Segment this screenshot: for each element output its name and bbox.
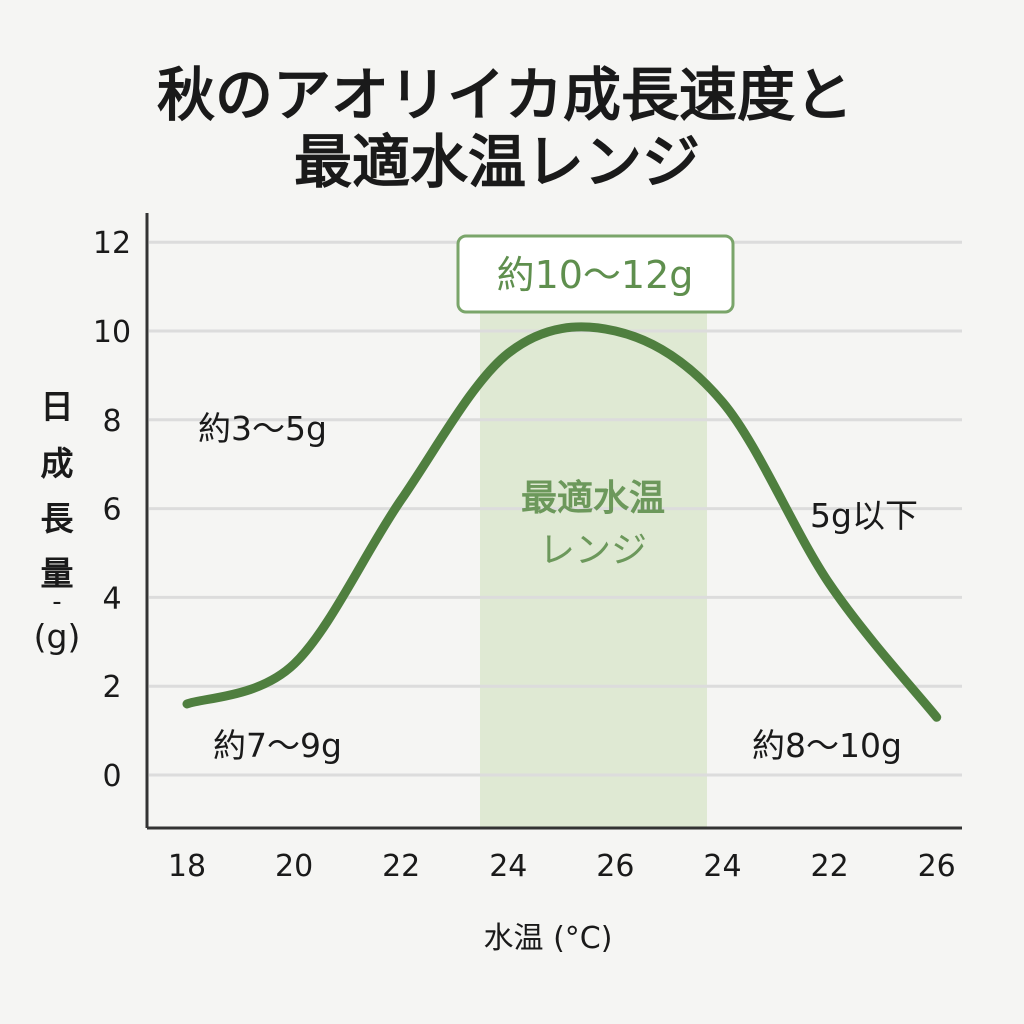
chart-title-line-1: 秋のアオリイカ成長速度と: [157, 61, 853, 129]
x-axis-label: 水温 (°C): [484, 921, 613, 956]
x-tick-label: 20: [275, 849, 313, 884]
peak-label: 約10〜12g: [497, 253, 694, 297]
annotation-upper-left: 約3〜5g: [198, 409, 327, 448]
y-axis-label-char: -: [52, 587, 61, 617]
y-axis-label-char: 成: [41, 444, 74, 483]
x-tick-label: 26: [596, 849, 634, 884]
x-tick-label: 24: [703, 849, 741, 884]
annotation-lower-left: 約7〜9g: [213, 726, 342, 765]
band-label-line-1: 最適水温: [521, 478, 665, 519]
x-tick-label: 22: [811, 849, 849, 884]
y-tick-label: 2: [102, 670, 121, 705]
x-tick-label: 26: [918, 849, 956, 884]
band-label-line-2: レンジ: [539, 530, 647, 571]
y-tick-label: 0: [102, 759, 121, 794]
y-tick-label: 10: [93, 315, 131, 350]
growth-curve-line: [182, 322, 942, 722]
annotation-right-middle: 5g以下: [810, 496, 918, 535]
y-tick-label: 4: [102, 581, 121, 616]
optimal-range-band: [480, 300, 707, 828]
x-tick-label: 24: [489, 849, 527, 884]
y-tick-label: 6: [102, 493, 121, 528]
y-axis-label-char: (g): [34, 617, 81, 656]
y-axis-label-char: 日: [41, 387, 74, 426]
y-tick-label: 8: [102, 404, 121, 439]
x-tick-label: 22: [382, 849, 420, 884]
annotation-lower-right: 約8〜10g: [752, 726, 902, 765]
y-axis-label-char: 量: [41, 554, 74, 593]
chart-title-line-2: 最適水温レンジ: [294, 128, 700, 196]
y-tick-label: 12: [93, 226, 131, 261]
x-tick-label: 18: [168, 849, 206, 884]
y-axis-label-char: 長: [41, 499, 75, 538]
peak-label-box: 約10〜12g: [456, 234, 735, 314]
